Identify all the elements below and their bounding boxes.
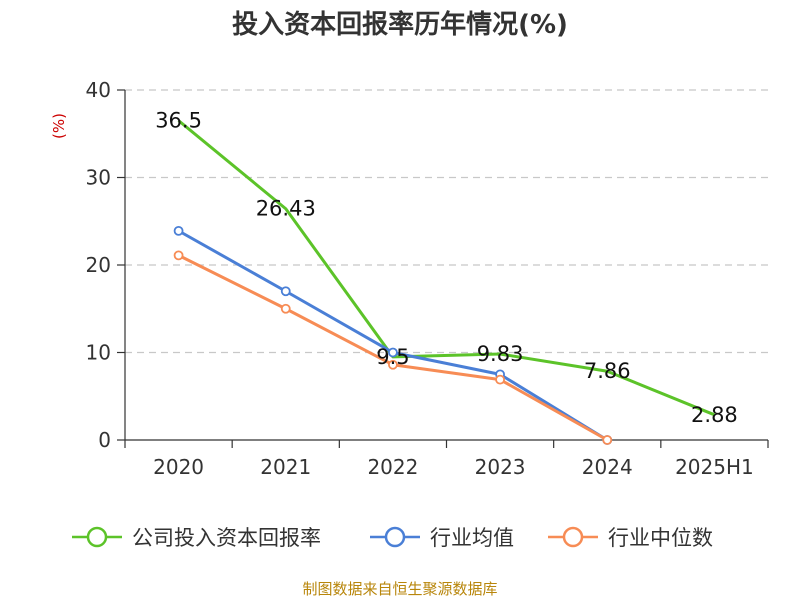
series-point-1 (173, 225, 184, 236)
legend-label: 行业均值 (430, 526, 514, 550)
legend-item-0[interactable]: 公司投入资本回报率 (72, 526, 321, 550)
data-label: 9.83 (477, 342, 524, 366)
legend-label: 公司投入资本回报率 (132, 526, 321, 550)
x-tick-label: 2023 (475, 455, 526, 479)
y-tick-label: 20 (86, 253, 111, 277)
series-lines (173, 119, 715, 445)
data-source-note: 制图数据来自恒生聚源数据库 (302, 580, 497, 598)
x-tick-label: 2024 (582, 455, 633, 479)
x-tick-label: 2021 (260, 455, 311, 479)
legend-label: 行业中位数 (608, 526, 713, 550)
series-line-0 (177, 119, 715, 417)
data-label: 26.43 (256, 197, 316, 221)
y-tick-label: 0 (98, 428, 111, 452)
x-tick-label: 2020 (153, 455, 204, 479)
series-point-2 (280, 303, 291, 314)
x-tick-label: 2025H1 (675, 455, 754, 479)
legend-swatch-marker (562, 526, 584, 548)
chart-title: 投入资本回报率历年情况(%) (232, 9, 568, 40)
series-line-1 (177, 229, 609, 442)
y-axis-unit-label: (%) (50, 113, 68, 139)
legend-swatch-marker (86, 526, 108, 548)
series-point-1 (280, 286, 291, 297)
legend[interactable]: 公司投入资本回报率 行业均值 行业中位数 (72, 526, 713, 550)
legend-swatch-marker (384, 526, 406, 548)
y-tick-label: 40 (86, 78, 111, 102)
legend-item-1[interactable]: 行业均值 (370, 526, 514, 550)
axes: 0 10 20 30 40 2020 2021 2022 2023 2024 2025H1 (86, 78, 769, 479)
data-label: 2.88 (691, 403, 738, 427)
data-labels: 36.5 26.43 9.5 9.83 7.86 2.88 (155, 109, 738, 427)
data-label: 7.86 (584, 359, 631, 383)
gridlines (125, 89, 768, 354)
data-label: 9.5 (376, 345, 409, 369)
series-point-1 (388, 347, 398, 358)
y-tick-label: 30 (86, 166, 111, 190)
series-point-2 (173, 250, 184, 261)
series-point-2 (495, 374, 505, 385)
data-label: 36.5 (155, 109, 202, 133)
x-tick-label: 2022 (367, 455, 418, 479)
legend-item-2[interactable]: 行业中位数 (548, 526, 713, 550)
series-point-2 (388, 359, 398, 370)
series-point-2 (602, 435, 613, 445)
y-tick-label: 10 (86, 341, 111, 365)
